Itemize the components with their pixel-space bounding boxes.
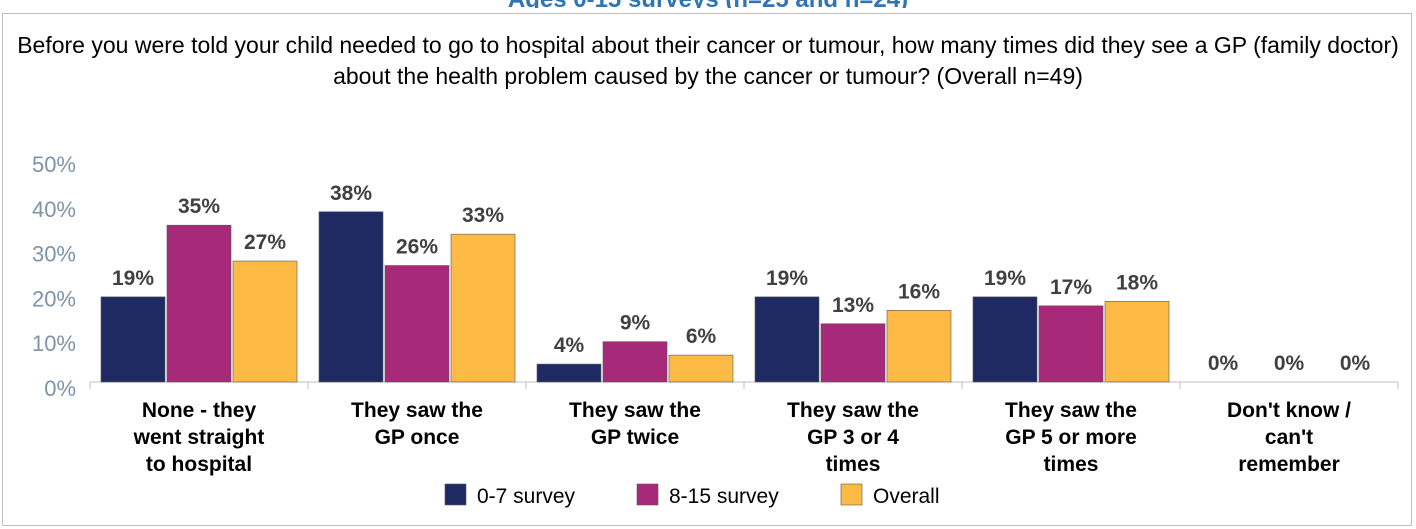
- data-label: 27%: [244, 231, 286, 254]
- bar: [450, 233, 516, 383]
- data-label: 17%: [1050, 276, 1092, 299]
- data-label: 13%: [832, 294, 874, 317]
- data-label: 0%: [1340, 352, 1371, 375]
- bar: [384, 265, 450, 383]
- bar: [602, 341, 668, 383]
- category-label: They saw the: [787, 399, 919, 422]
- data-label: 19%: [984, 267, 1026, 290]
- data-label: 19%: [766, 267, 808, 290]
- bar: [232, 260, 298, 383]
- bar: [820, 323, 886, 383]
- bar: [100, 296, 166, 383]
- category-label: They saw the: [351, 399, 483, 422]
- category-label: went straight: [133, 426, 265, 449]
- data-label: 19%: [112, 267, 154, 290]
- category-label: to hospital: [146, 453, 252, 476]
- partial-header-title: Ages 0-15 surveys (n=25 and n=24): [0, 0, 1416, 8]
- y-tick-label: 10%: [32, 331, 76, 356]
- legend-label: Overall: [873, 485, 940, 508]
- data-label: 0%: [1208, 352, 1239, 375]
- category-label: GP twice: [591, 426, 679, 449]
- data-label: 18%: [1116, 271, 1158, 294]
- bar: [754, 296, 820, 383]
- category-label: can't: [1265, 426, 1313, 449]
- data-label: 9%: [620, 312, 651, 335]
- bar: [318, 211, 384, 383]
- legend-label: 0-7 survey: [477, 485, 576, 508]
- category-label: GP once: [375, 426, 460, 449]
- category-label: GP 5 or more: [1005, 426, 1137, 449]
- bar: [886, 310, 952, 383]
- data-label: 33%: [462, 204, 504, 227]
- y-tick-label: 50%: [32, 152, 76, 177]
- legend-swatch: [636, 483, 659, 506]
- legend-swatch: [444, 483, 467, 506]
- category-label: remember: [1238, 453, 1340, 476]
- category-label: None - they: [142, 399, 257, 422]
- y-tick-label: 0%: [44, 376, 76, 401]
- category-label: Don't know /: [1227, 399, 1351, 422]
- bar: [536, 363, 602, 383]
- data-label: 16%: [898, 280, 940, 303]
- legend-swatch: [840, 483, 863, 506]
- category-label: They saw the: [1005, 399, 1137, 422]
- bar: [668, 354, 734, 383]
- category-label: times: [1044, 453, 1099, 476]
- bar: [1104, 301, 1170, 383]
- chart-title: Before you were told your child needed t…: [17, 32, 1399, 89]
- category-label: times: [826, 453, 881, 476]
- data-label: 38%: [330, 182, 372, 205]
- chart-frame: [2, 13, 1412, 526]
- data-label: 4%: [554, 334, 585, 357]
- bar: [1038, 305, 1104, 383]
- bar: [166, 224, 232, 383]
- data-label: 0%: [1274, 352, 1305, 375]
- y-tick-label: 30%: [32, 242, 76, 267]
- category-label: They saw the: [569, 399, 701, 422]
- data-label: 26%: [396, 236, 438, 259]
- data-label: 6%: [686, 325, 717, 348]
- y-tick-label: 20%: [32, 286, 76, 311]
- data-label: 35%: [178, 195, 220, 218]
- y-tick-label: 40%: [32, 197, 76, 222]
- category-label: GP 3 or 4: [807, 426, 899, 449]
- bar: [972, 296, 1038, 383]
- legend-label: 8-15 survey: [669, 485, 779, 508]
